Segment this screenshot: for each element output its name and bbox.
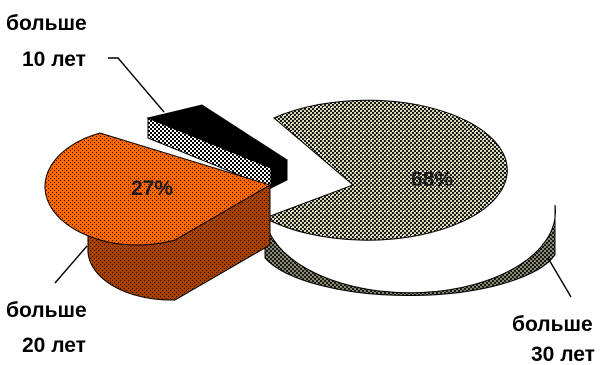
slice-20-years-value-label: 27% bbox=[131, 177, 173, 200]
label-30-years-line2: 30 лет bbox=[531, 343, 595, 365]
leader-line-10-years bbox=[108, 57, 165, 113]
slice-30-years-side bbox=[264, 204, 556, 297]
pie-slice-20-years: 27% bbox=[44, 132, 272, 301]
label-20-years-line2: 20 лет bbox=[22, 334, 86, 357]
slice-30-years-value-label: 68% bbox=[411, 168, 453, 191]
label-10-years-line1: больше bbox=[6, 12, 87, 35]
label-30-years-line1: больше bbox=[512, 313, 593, 336]
label-10-years-line2: 10 лет bbox=[22, 48, 86, 71]
slice-30-years-top bbox=[263, 99, 508, 241]
slice-20-years-top bbox=[44, 132, 272, 246]
pie-slice-30-years: 68% bbox=[263, 99, 556, 297]
leader-line-20-years bbox=[54, 245, 88, 284]
label-20-years-line1: больше bbox=[6, 299, 87, 322]
leader-line-30-years bbox=[547, 257, 572, 298]
slice-10-years-top bbox=[146, 104, 289, 169]
pie-slice-10-years bbox=[146, 104, 289, 189]
